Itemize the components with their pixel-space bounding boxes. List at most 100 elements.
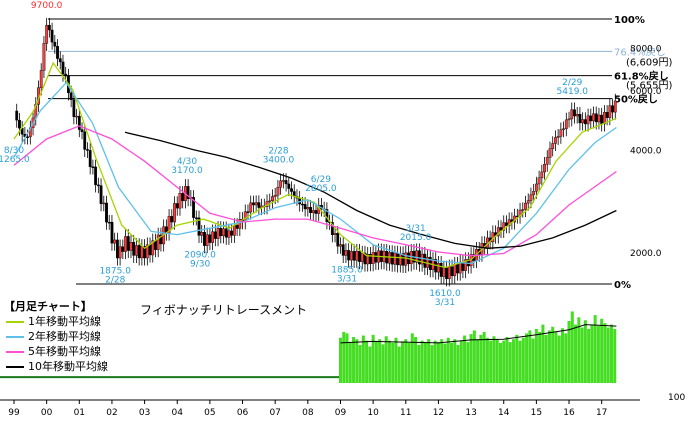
candle-body — [94, 166, 98, 186]
candle-body — [355, 250, 359, 261]
volume-bar — [600, 318, 604, 383]
candle-body — [447, 266, 451, 280]
candle-body — [268, 200, 272, 203]
volume-bar — [417, 345, 421, 383]
candle-body — [143, 246, 146, 259]
legend-label: 5年移動平均線 — [28, 345, 101, 358]
candle-body — [211, 231, 215, 243]
volume-bar — [410, 333, 414, 383]
annotation-value: 1265.0 — [0, 155, 30, 165]
volume-bar — [508, 342, 512, 383]
x-tick-label: 09 — [335, 408, 347, 418]
candle-body — [205, 234, 209, 246]
candle-body — [75, 115, 78, 118]
volume-bar — [528, 330, 532, 383]
candle-body — [586, 115, 590, 125]
candle-body — [393, 252, 397, 265]
volume-bar — [505, 337, 509, 383]
candle-body — [200, 232, 204, 236]
volume-bar — [531, 338, 535, 383]
volume-bar — [492, 336, 496, 383]
candle-body — [194, 217, 198, 219]
candle-body — [18, 119, 21, 129]
fib-label: 0% — [614, 280, 631, 291]
annotation-label: 2090.0 — [184, 250, 216, 260]
candle-body — [96, 184, 100, 187]
candle-body — [423, 253, 427, 268]
volume-bar — [557, 335, 561, 383]
annotation-label: 8/30 — [4, 146, 24, 156]
candle-body — [567, 118, 571, 121]
annotation-label: 6/29 — [311, 175, 331, 185]
candle-body — [173, 203, 176, 223]
candle-body — [545, 157, 549, 165]
annotation-label: 1875.0 — [99, 267, 131, 277]
volume-bar — [469, 334, 473, 383]
candle-body — [581, 119, 585, 124]
candle-body — [415, 250, 419, 263]
candle-body — [135, 245, 138, 256]
candle-body — [252, 202, 255, 206]
x-tick-label: 03 — [139, 408, 150, 418]
volume-bar — [518, 340, 522, 383]
candle-body — [83, 131, 87, 150]
candle-body — [175, 203, 179, 209]
volume-bar — [391, 342, 395, 383]
volume-bar — [453, 339, 457, 383]
legend-title: 【月足チャート】 — [4, 300, 92, 313]
candle-body — [254, 202, 258, 206]
candle-body — [409, 251, 413, 265]
volume-bar — [459, 340, 463, 383]
volume-bar — [538, 331, 542, 383]
x-tick-label: 15 — [531, 408, 542, 418]
candle-body — [311, 210, 315, 214]
candle-body — [507, 219, 511, 226]
candle-body — [86, 149, 89, 151]
candle-body — [578, 113, 582, 124]
volume-bar — [414, 337, 418, 383]
candle-body — [564, 119, 568, 129]
moving-average-line — [13, 81, 617, 265]
candle-body — [227, 230, 231, 238]
candle-body — [352, 251, 356, 261]
candle-body — [271, 196, 274, 202]
candle-body — [105, 202, 108, 223]
volume-bar — [436, 342, 440, 383]
chart-subtitle: フィボナッチリトレースメント — [140, 303, 308, 317]
candle-body — [450, 266, 454, 277]
candle-body — [499, 227, 503, 231]
candle-body — [537, 177, 541, 185]
candle-body — [26, 136, 30, 138]
candle-body — [145, 244, 149, 259]
candle-body — [371, 252, 375, 264]
y-tick-label: 6000.0 — [630, 87, 662, 97]
candle-body — [249, 202, 253, 213]
volume-bar — [525, 333, 529, 383]
volume-bar — [397, 346, 401, 383]
candle-body — [540, 171, 544, 179]
volume-tick-label: 100 — [668, 393, 685, 403]
volume-bar — [593, 315, 597, 383]
candle-body — [366, 254, 370, 265]
candle-body — [369, 254, 372, 264]
candle-body — [524, 202, 527, 210]
volume-bar — [495, 339, 499, 383]
candle-body — [42, 43, 46, 71]
annotation-label: 2/29 — [562, 78, 582, 88]
volume-bar — [512, 339, 516, 383]
candle-body — [273, 194, 277, 197]
volume-bar — [609, 324, 613, 383]
annotation-value: 3/31 — [435, 298, 455, 308]
candle-body — [358, 250, 361, 262]
candle-body — [339, 244, 342, 247]
legend-label: 10年移動平均線 — [28, 360, 108, 373]
x-tick-label: 13 — [465, 408, 476, 418]
annotation-value: 2/28 — [105, 276, 125, 286]
annotation-value: 3/31 — [337, 275, 357, 285]
volume-bar — [384, 336, 388, 383]
candle-body — [314, 210, 318, 214]
volume-average-line — [340, 324, 617, 344]
volume-bar — [547, 330, 551, 383]
candle-body — [404, 252, 408, 266]
volume-bar — [449, 342, 453, 383]
